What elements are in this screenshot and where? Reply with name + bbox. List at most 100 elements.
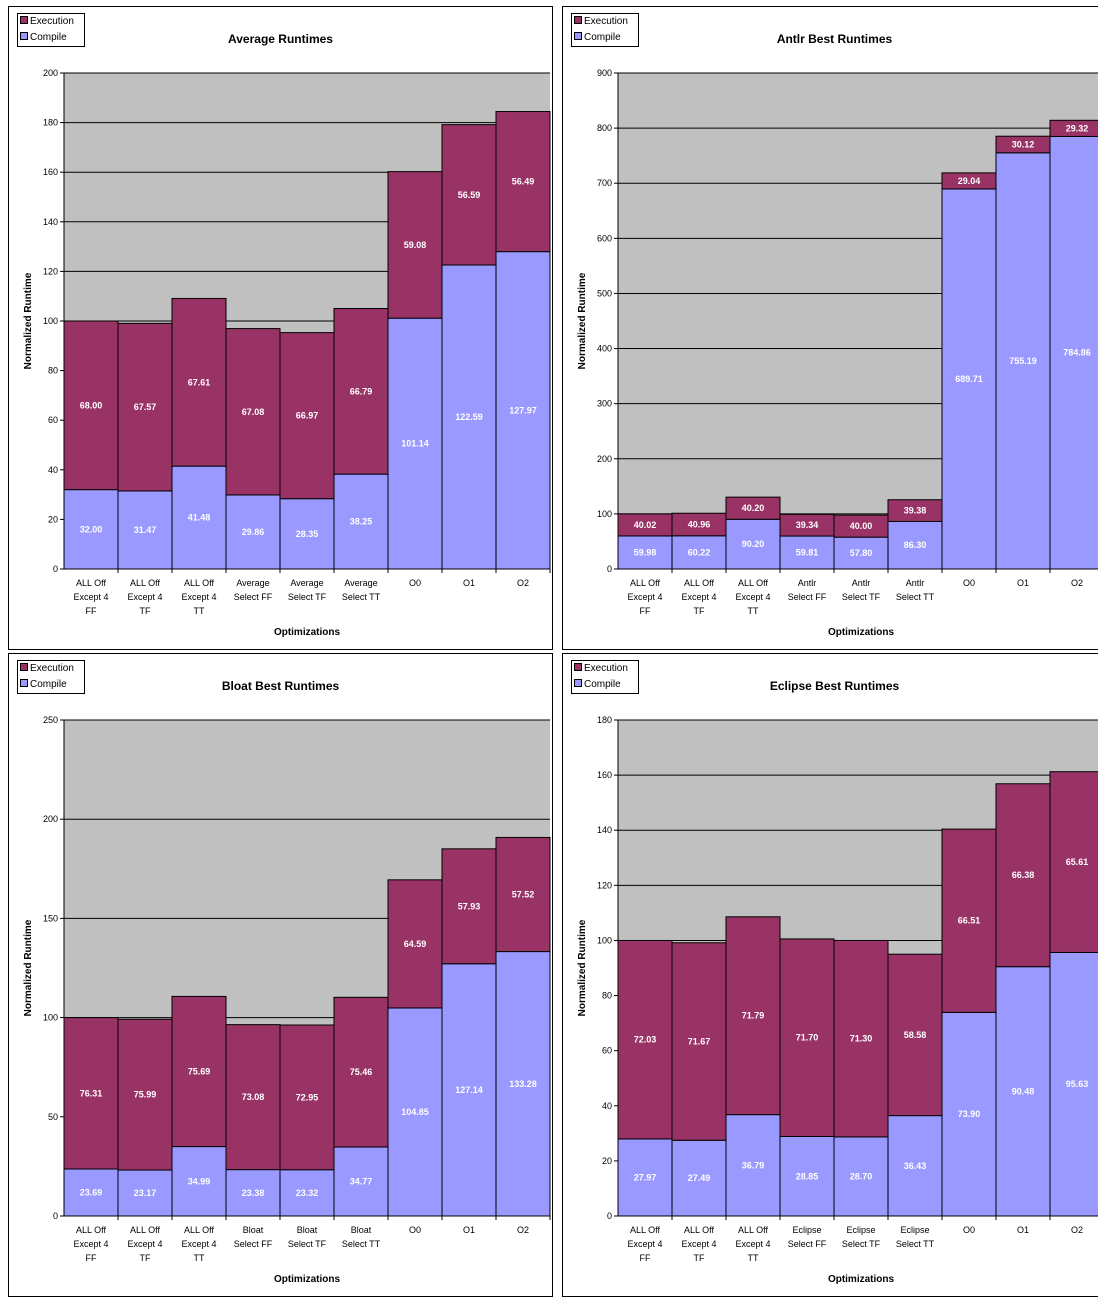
bar-compile <box>279 1169 335 1217</box>
x-tick-label: Eclipse <box>846 1225 875 1235</box>
y-tick-label: 200 <box>43 814 58 824</box>
y-tick-label: 120 <box>597 880 612 890</box>
data-label-execution: 68.00 <box>80 400 103 410</box>
execution-swatch-icon <box>20 16 28 24</box>
y-tick-label: 40 <box>602 1101 612 1111</box>
data-label-compile: 29.86 <box>242 527 265 537</box>
data-label-execution: 64.59 <box>404 939 427 949</box>
x-tick-label: TF <box>140 1253 151 1263</box>
x-tick-label: ALL Off <box>130 578 161 588</box>
x-tick-label: Except 4 <box>73 1239 108 1249</box>
bar-compile <box>1049 135 1098 570</box>
data-label-execution: 66.38 <box>1012 870 1035 880</box>
data-label-execution: 29.04 <box>958 176 981 186</box>
chart-panel-eclipse: Execution Compile Eclipse Best Runtimes … <box>562 653 1098 1297</box>
data-label-execution: 40.02 <box>634 520 657 530</box>
bar-compile <box>387 317 443 570</box>
x-tick-label: Bloat <box>297 1225 318 1235</box>
x-tick-label: Select TF <box>842 1239 881 1249</box>
legend-label-compile: Compile <box>30 32 67 43</box>
y-axis-title: Normalized Runtime <box>577 919 588 1016</box>
x-tick-label: O2 <box>1071 578 1083 588</box>
legend-item-execution: Execution <box>18 661 84 677</box>
x-tick-label: Bloat <box>351 1225 372 1235</box>
chart-plot: 0 100 200 300 400 500 600 700 800 900 59.98 40.02 AL… <box>577 68 1098 638</box>
x-axis-title: Optimizations <box>274 1274 341 1285</box>
bar-execution <box>495 111 551 253</box>
data-label-compile: 60.22 <box>688 547 711 557</box>
y-tick-label: 160 <box>597 770 612 780</box>
x-tick-label: O0 <box>409 578 421 588</box>
bar-compile <box>1049 951 1098 1217</box>
y-tick-label: 20 <box>602 1156 612 1166</box>
data-label-compile: 755.19 <box>1009 356 1037 366</box>
data-label-execution: 71.70 <box>796 1033 819 1043</box>
x-tick-label: O0 <box>409 1225 421 1235</box>
bar-execution <box>725 916 781 1116</box>
bar-compile <box>671 535 727 570</box>
data-label-compile: 28.70 <box>850 1171 873 1181</box>
x-tick-label: FF <box>640 1253 651 1263</box>
y-tick-label: 300 <box>597 399 612 409</box>
bar-compile <box>495 251 551 570</box>
data-label-execution: 39.38 <box>904 506 927 516</box>
data-label-compile: 90.20 <box>742 539 765 549</box>
data-label-execution: 56.49 <box>512 177 535 187</box>
y-axis-title: Normalized Runtime <box>23 272 34 369</box>
data-label-execution: 58.58 <box>904 1030 927 1040</box>
data-label-execution: 40.00 <box>850 521 873 531</box>
data-label-compile: 23.32 <box>296 1188 319 1198</box>
data-label-execution: 57.52 <box>512 890 535 900</box>
legend-item-execution: Execution <box>572 661 638 677</box>
data-label-compile: 41.48 <box>188 513 211 523</box>
x-tick-label: ALL Off <box>130 1225 161 1235</box>
x-tick-label: Except 4 <box>735 1239 770 1249</box>
chart-title: Antlr Best Runtimes <box>776 32 893 46</box>
legend: Execution Compile <box>17 660 85 694</box>
data-label-execution: 66.51 <box>958 916 981 926</box>
legend-label-execution: Execution <box>584 663 628 674</box>
data-label-execution: 30.12 <box>1012 140 1035 150</box>
x-tick-label: Except 4 <box>181 592 216 602</box>
data-label-execution: 65.61 <box>1066 857 1089 867</box>
y-tick-label: 60 <box>48 415 58 425</box>
data-label-execution: 67.57 <box>134 402 157 412</box>
bar-execution <box>279 1024 335 1171</box>
data-label-compile: 36.43 <box>904 1161 927 1171</box>
x-tick-label: Except 4 <box>181 1239 216 1249</box>
legend-label-compile: Compile <box>584 679 621 690</box>
bar-execution <box>117 322 173 492</box>
x-tick-label: O1 <box>463 1225 475 1235</box>
bar-compile <box>171 465 227 570</box>
data-label-execution: 71.30 <box>850 1034 873 1044</box>
data-label-execution: 72.95 <box>296 1092 319 1102</box>
bar-execution <box>387 879 443 1009</box>
data-label-compile: 101.14 <box>401 439 429 449</box>
x-tick-label: Select TT <box>896 592 935 602</box>
x-tick-label: O2 <box>517 578 529 588</box>
x-tick-label: ALL Off <box>738 1225 769 1235</box>
data-label-execution: 66.97 <box>296 411 319 421</box>
chart-panel-average: Execution Compile Average Runtimes 0 20 40… <box>8 6 553 650</box>
x-tick-label: TF <box>694 1253 705 1263</box>
x-tick-label: Except 4 <box>735 592 770 602</box>
compile-swatch-icon <box>574 679 582 687</box>
x-tick-label: ALL Off <box>184 578 215 588</box>
data-label-compile: 95.63 <box>1066 1079 1089 1089</box>
execution-swatch-icon <box>574 663 582 671</box>
data-label-compile: 122.59 <box>455 412 483 422</box>
bar-compile <box>117 490 173 570</box>
data-label-execution: 57.93 <box>458 901 481 911</box>
y-tick-label: 400 <box>597 344 612 354</box>
x-axis-title: Optimizations <box>828 1274 895 1285</box>
y-tick-label: 0 <box>53 1211 58 1221</box>
data-label-compile: 133.28 <box>509 1079 537 1089</box>
x-tick-label: Except 4 <box>627 1239 662 1249</box>
compile-swatch-icon <box>20 679 28 687</box>
data-label-execution: 40.96 <box>688 520 711 530</box>
y-tick-label: 20 <box>48 514 58 524</box>
x-tick-label: Antlr <box>852 578 871 588</box>
data-label-compile: 104.85 <box>401 1107 429 1117</box>
bar-compile <box>387 1007 443 1217</box>
y-tick-label: 80 <box>48 366 58 376</box>
